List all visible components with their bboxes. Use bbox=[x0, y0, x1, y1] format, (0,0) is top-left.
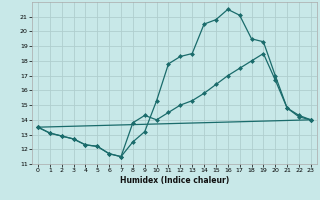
X-axis label: Humidex (Indice chaleur): Humidex (Indice chaleur) bbox=[120, 176, 229, 185]
